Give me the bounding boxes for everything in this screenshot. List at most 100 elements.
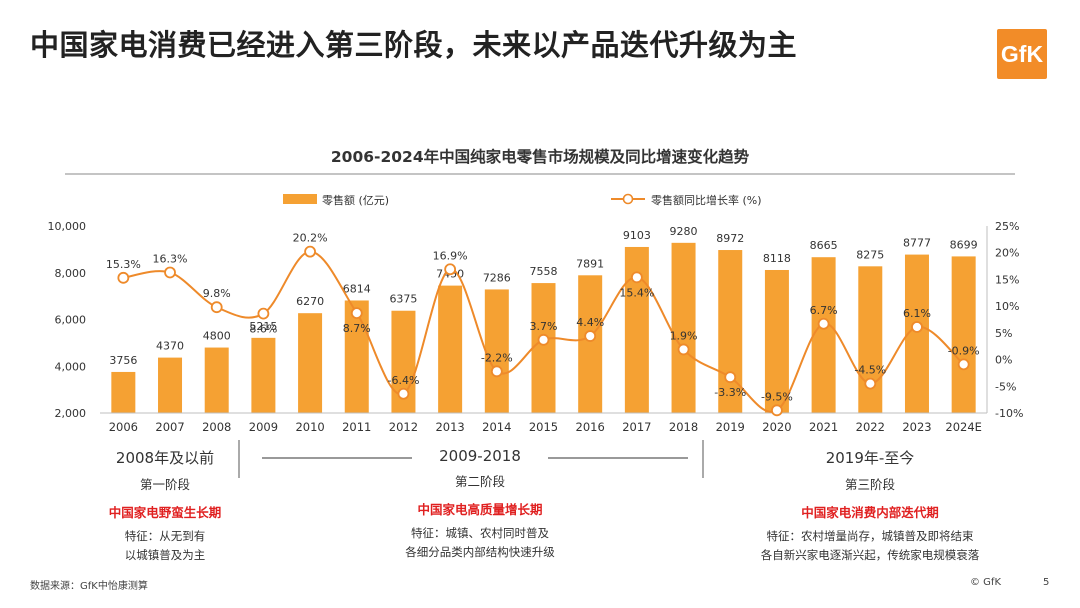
x-tick-label: 2019	[716, 420, 745, 434]
growth-value-label: 9.8%	[203, 287, 231, 300]
bar	[438, 285, 463, 413]
x-tick-label: 2020	[762, 420, 791, 434]
bar	[204, 347, 229, 413]
stage-3-range: 2019年-至今	[825, 449, 915, 467]
bar	[158, 357, 183, 413]
stage-1-range: 2008年及以前	[115, 449, 215, 467]
x-tick-label: 2023	[902, 420, 931, 434]
x-tick-label: 2007	[155, 420, 184, 434]
page-number: 5	[1043, 577, 1050, 588]
x-tick-label: 2006	[109, 420, 138, 434]
right-tick-label: -10%	[995, 407, 1023, 420]
growth-marker	[724, 371, 737, 384]
bar-value-label: 8118	[763, 252, 791, 265]
stage-2: 2009-2018 第二阶段 中国家电高质量增长期 特征：城镇、农村同时普及 各…	[360, 447, 600, 562]
growth-marker	[490, 365, 503, 378]
bar-value-label: 8665	[810, 239, 838, 252]
growth-value-label: 8.7%	[343, 322, 371, 335]
stage-1: 2008年及以前 第一阶段 中国家电野蛮生长期 特征：从无到有 以城镇普及为主	[85, 447, 245, 565]
bar	[484, 289, 509, 413]
bar-value-label: 7558	[530, 265, 558, 278]
legend-line-label: 零售额同比增长率 (%)	[651, 193, 762, 207]
growth-marker	[537, 333, 550, 346]
growth-marker	[630, 271, 643, 284]
growth-marker	[864, 377, 877, 390]
left-axis: 2,000 4,000 6,000 8,000 10,000	[48, 220, 87, 420]
stage-3-feature-line: 特征：农村增量尚存，城镇普及即将结束	[766, 529, 974, 543]
x-tick-label: 2016	[576, 420, 605, 434]
stage-3: 2019年-至今 第三阶段 中国家电消费内部迭代期 特征：农村增量尚存，城镇普及…	[720, 447, 1020, 565]
growth-marker	[771, 404, 783, 417]
stage-1-feature-line: 特征：从无到有	[124, 529, 206, 543]
right-tick-label: -5%	[995, 380, 1016, 393]
growth-line-series	[117, 245, 970, 417]
x-tick-label: 2021	[809, 420, 838, 434]
growth-value-label: 16.9%	[433, 249, 468, 262]
stage-1-theme: 中国家电野蛮生长期	[108, 505, 222, 520]
bar-value-labels: 3756437048005215627068146375745072867558…	[109, 225, 977, 367]
bar	[764, 269, 789, 413]
slide-title: 中国家电消费已经进入第三阶段，未来以产品迭代升级为主	[30, 28, 798, 62]
bar-value-label: 4370	[156, 340, 184, 353]
growth-marker	[117, 271, 130, 284]
stage-3-theme: 中国家电消费内部迭代期	[801, 505, 939, 520]
left-tick-label: 6,000	[55, 314, 87, 327]
bar	[298, 313, 323, 413]
growth-marker	[911, 321, 923, 333]
x-tick-label: 2009	[249, 420, 278, 434]
bar-value-label: 9103	[623, 229, 651, 242]
stage-3-features: 特征：农村增量尚存，城镇普及即将结束 各自新兴家电逐渐兴起，传统家电规模衰落	[720, 527, 1020, 565]
x-axis-labels: 2006 2007 2008 2009 2010 2011 2012 2013 2014 2015…	[109, 420, 982, 434]
growth-marker	[210, 301, 223, 314]
x-tick-label: 2011	[342, 420, 371, 434]
bar-value-label: 8699	[950, 238, 978, 251]
x-tick-label: 2018	[669, 420, 698, 434]
growth-value-label: 15.4%	[619, 286, 654, 299]
x-tick-label: 2013	[435, 420, 464, 434]
bar	[718, 250, 743, 413]
x-tick-label: 2014	[482, 420, 511, 434]
bar-value-label: 6814	[343, 282, 371, 295]
bar-value-label: 8777	[903, 237, 931, 250]
growth-value-label: 15.3%	[106, 258, 141, 271]
growth-value-label: 3.7%	[530, 320, 558, 333]
bar	[671, 242, 696, 413]
bar	[811, 257, 836, 413]
gfk-logo: GfK	[997, 29, 1047, 79]
growth-marker	[350, 307, 363, 319]
growth-marker	[304, 245, 316, 258]
x-tick-label: 2008	[202, 420, 231, 434]
right-tick-label: 25%	[995, 220, 1019, 233]
growth-marker	[817, 317, 830, 330]
left-tick-label: 4,000	[55, 360, 87, 373]
growth-value-label: 4.4%	[576, 316, 604, 329]
bar	[531, 283, 556, 413]
growth-marker	[677, 343, 690, 356]
growth-value-label: 6.7%	[810, 304, 838, 317]
stage-3-name: 第三阶段	[844, 477, 895, 492]
right-axis: -10% -5% 0% 5% 10% 15% 20% 25%	[995, 220, 1023, 420]
bar-value-label: 7891	[576, 257, 604, 270]
growth-marker	[444, 263, 457, 276]
legend: 零售额 (亿元) 零售额同比增长率 (%)	[283, 193, 762, 207]
growth-value-label: -4.5%	[854, 364, 886, 377]
growth-value-label: 16.3%	[153, 252, 188, 265]
bar-value-label: 3756	[109, 354, 137, 367]
bar	[251, 337, 276, 413]
x-tick-label: 2012	[389, 420, 418, 434]
growth-value-label: -3.3%	[714, 386, 746, 399]
right-tick-label: 10%	[995, 300, 1019, 313]
stage-2-feature-line: 各细分品类内部结构快速升级	[405, 545, 555, 559]
growth-marker	[257, 307, 270, 320]
left-tick-label: 2,000	[55, 407, 87, 420]
right-tick-label: 0%	[995, 354, 1012, 367]
growth-value-label: -6.4%	[387, 374, 419, 387]
stage-1-features: 特征：从无到有 以城镇普及为主	[85, 527, 245, 565]
growth-value-labels: 15.3% 16.3% 9.8% 8.6% 20.2% 8.7% -6.4% 16.9% -2.…	[106, 232, 980, 404]
bar-value-label: 5215	[249, 320, 277, 333]
bar-value-label: 9280	[670, 225, 698, 238]
left-tick-label: 8,000	[55, 267, 87, 280]
right-tick-label: 5%	[995, 327, 1012, 340]
bar-value-label: 4800	[203, 330, 231, 343]
